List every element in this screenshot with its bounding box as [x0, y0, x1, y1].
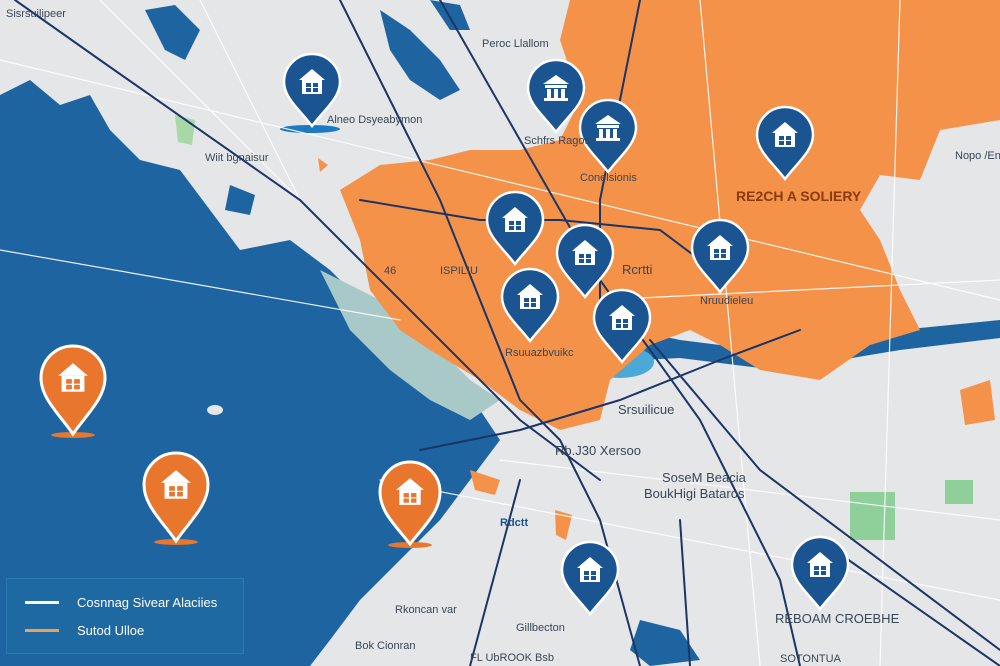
- legend-label: Sutod Ulloe: [77, 623, 145, 638]
- map-pin-9[interactable]: [755, 105, 815, 182]
- place-label: SoseM Beacia: [662, 470, 746, 485]
- map-pin-6[interactable]: [690, 218, 750, 295]
- place-label: FL UbROOK Bsb: [470, 652, 554, 664]
- legend-swatch: [25, 601, 59, 604]
- place-label: Srsuilicue: [618, 402, 675, 417]
- map-pin-7[interactable]: [500, 267, 560, 344]
- place-label: 46: [384, 265, 397, 277]
- legend-item: Sutod Ulloe: [25, 623, 144, 638]
- map-pin-orange-1[interactable]: [39, 344, 107, 438]
- place-label: BoukHigi Bataros: [644, 486, 745, 501]
- map-pin-orange-2[interactable]: [142, 451, 210, 545]
- parks: [175, 115, 973, 540]
- place-label: SOTONTUA: [780, 653, 841, 665]
- place-label: Gillbecton: [516, 622, 565, 634]
- place-label: Wiit bgnaisur: [205, 152, 269, 164]
- map-pin-2[interactable]: [526, 58, 586, 135]
- place-label: Nruudieleu: [700, 295, 754, 307]
- map-pin-8[interactable]: [592, 288, 652, 365]
- map-legend: Cosnnag Sivear Alaciies Sutod Ulloe: [6, 578, 244, 654]
- place-label: REBOAM CROEBHE: [775, 611, 900, 626]
- map-pin-11[interactable]: [790, 535, 850, 612]
- place-label: Alneo Dsyeabymon: [327, 114, 423, 126]
- map-pin-orange-3[interactable]: [378, 460, 442, 548]
- legend-item: Cosnnag Sivear Alaciies: [25, 595, 217, 610]
- place-label: Sisrsuilipeer: [6, 8, 66, 20]
- region-label: RE2CH A SOLIERY: [736, 188, 862, 204]
- place-label: Bok Cionran: [355, 640, 416, 652]
- legend-swatch: [25, 629, 59, 632]
- map-pin-5[interactable]: [555, 223, 615, 300]
- place-label: Nopo /Enne: [955, 150, 1000, 162]
- map-pin-1[interactable]: [282, 52, 342, 129]
- place-label: Rsuuazbvuikc: [505, 347, 574, 359]
- legend-label: Cosnnag Sivear Alaciies: [77, 595, 218, 610]
- map-pin-3[interactable]: [578, 98, 638, 175]
- place-label: Peroc Llallom: [482, 38, 549, 50]
- place-label: Conelsionis: [580, 172, 637, 184]
- highlighted-region: [318, 0, 1000, 540]
- place-label: Rb.J30 Xersoo: [555, 443, 641, 458]
- place-label: Schfrs Ragos: [524, 135, 591, 147]
- place-label: ISPILIU: [440, 265, 478, 277]
- map-pins: [39, 52, 850, 617]
- place-label: Rcrtti: [622, 262, 653, 277]
- map-pin-4[interactable]: [485, 190, 545, 267]
- place-label: Rkoncan var: [395, 604, 457, 616]
- map-pin-10[interactable]: [560, 540, 620, 617]
- place-label: Rdctt: [500, 517, 529, 529]
